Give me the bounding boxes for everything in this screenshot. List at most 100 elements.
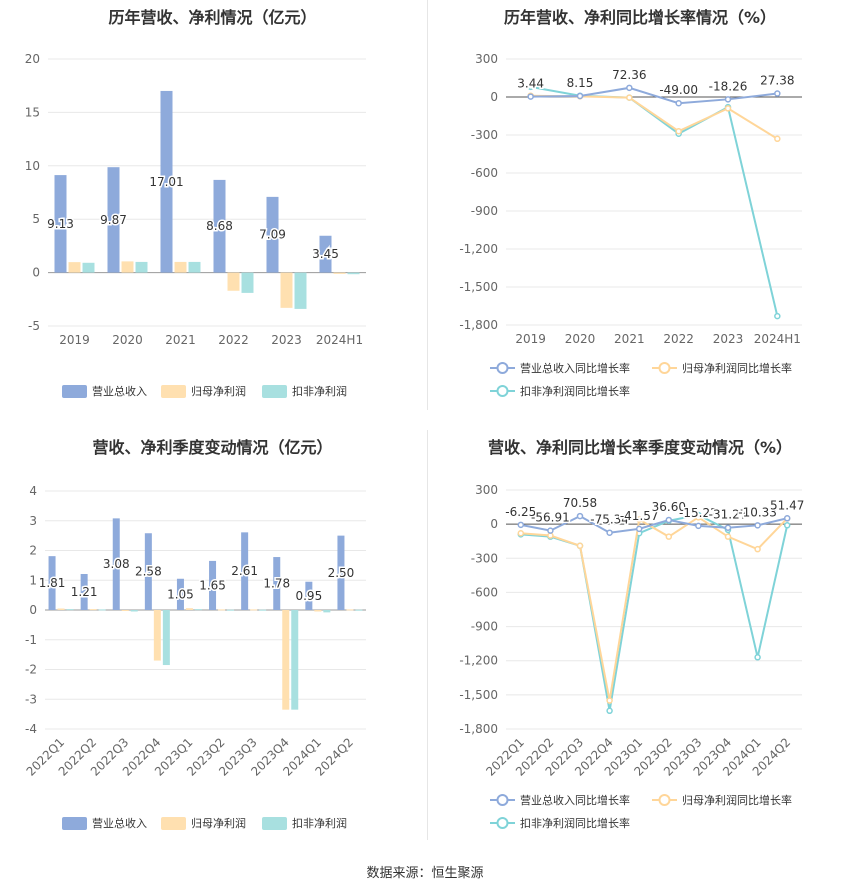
y-tick-label: -300 [471,551,498,565]
bar [291,610,299,710]
data-point [724,524,732,531]
y-tick-label: -4 [25,722,37,736]
bar [112,518,120,610]
series-line [530,94,778,140]
y-tick-label: 2 [29,544,37,558]
x-tick-label: 2023 [271,333,302,347]
data-label: 0.95 [295,589,322,603]
y-tick-label: -1,800 [459,722,498,736]
data-label: 2.58 [135,565,162,579]
data-label: -56.91 [531,511,570,525]
data-point [547,527,554,534]
series-line [520,516,788,701]
legend-marker [658,362,671,374]
data-label: 36.60 [652,500,686,514]
data-label: 17.01 [149,175,183,189]
bar [188,261,201,273]
bar [218,609,226,611]
y-tick-label: 15 [25,105,40,119]
x-tick-label: 2022 [663,332,694,346]
data-point [626,94,633,101]
data-label: 51.47 [770,498,804,512]
data-label: 2.61 [231,564,258,578]
data-label: 1.65 [199,578,226,592]
bar [176,578,184,610]
series-line [530,86,778,105]
data-label: 1.05 [167,587,194,601]
chart-svg: 3000-300-600-900-1,200-1,500-1,8002022Q1… [459,483,806,830]
chart-svg: -5 0 5 10 15 20 2019 9.13 2020 9.87 2021 17.01 2022 8… [25,52,366,398]
legend-label: 扣非净利润 [292,384,347,398]
legend-marker [496,362,509,374]
legend-label: 归母净利润 [191,816,246,830]
quarterly-revenue-profit-chart: 营收、净利季度变动情况（亿元） -4 -3 -2 -1 0 1 2 3 4 2022Q1 1.81 2… [0,430,425,855]
data-label: 8.15 [567,76,594,90]
data-point [695,522,702,530]
bar [66,609,74,611]
data-point [606,697,613,704]
data-label: -41.57 [620,509,659,523]
y-tick-label: -900 [471,620,498,634]
data-point [774,135,781,143]
legend-marker [496,794,509,806]
data-label: -31.27 [709,508,748,522]
y-tick-label: -900 [471,204,498,218]
data-label: -10.33 [738,505,777,519]
bar [209,560,217,610]
bar [121,261,134,273]
data-point [675,99,682,107]
quarterly-growth-rate-chart: 营收、净利同比增长率季度变动情况（%） 300 0 -300 -600 -900 -1,2… [430,430,850,855]
data-point [606,529,613,536]
chart-svg: 300 0 -300 -600 -900 -1,200 -1,500 -1,800 2019 20… [459,52,802,398]
bar [162,610,170,666]
legend-swatch [161,817,186,830]
data-point [774,90,781,97]
bar [323,610,331,613]
data-label: -49.00 [659,83,698,97]
bar [57,608,65,610]
bar [130,610,138,612]
data-point [774,312,781,320]
x-tick-label: 2023 [713,332,744,346]
x-tick-label: 2024H1 [316,333,363,347]
legend-label: 营业总收入同比增长率 [520,361,630,375]
legend-swatch [62,817,87,830]
y-tick-label: 5 [32,212,40,226]
chart-title: 营收、净利季度变动情况（亿元） [92,438,333,457]
data-point [754,654,761,661]
data-point [635,525,643,533]
bar [185,608,193,610]
data-point [724,533,732,540]
legend-label: 归母净利润 [191,384,246,398]
bar [227,272,240,291]
data-label: -18.26 [709,79,748,93]
data-point [665,516,673,524]
data-label: 7.09 [259,228,286,242]
data-label: 70.58 [563,496,597,510]
bar [98,609,106,611]
y-tick-label: 0 [490,90,498,104]
legend-swatch [62,385,87,398]
y-tick-label: 0 [490,517,498,531]
chart-title: 营收、净利同比增长率季度变动情况（%） [487,438,793,457]
data-label: 1.21 [71,585,98,599]
series-line [530,85,779,317]
bar [305,581,313,610]
y-tick-label: -5 [28,319,40,333]
data-point [635,516,643,523]
x-tick-label: 2021 [165,333,196,347]
data-point [695,514,702,521]
legend-swatch [262,385,287,398]
data-label: 3.45 [312,247,339,261]
data-label: -6.25 [505,505,536,519]
vertical-divider [427,0,428,410]
x-tick-label: 2019 [515,332,546,346]
data-point [527,83,534,91]
y-tick-label: -2 [25,663,37,677]
y-tick-label: -1,800 [459,318,498,332]
chart-svg: -4-3-2-1012342022Q11.812022Q21.212022Q33… [24,484,366,830]
bar [241,532,249,610]
data-point [517,521,525,529]
bar [107,167,120,273]
bar [250,609,258,611]
